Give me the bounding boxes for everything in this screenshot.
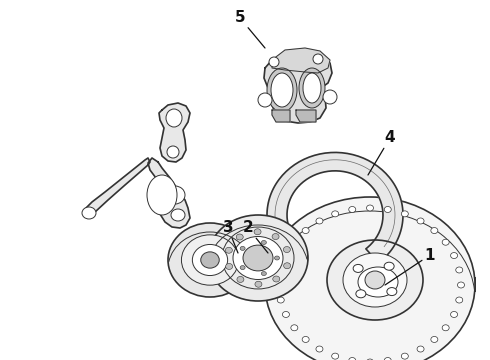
Ellipse shape [401, 353, 408, 359]
Ellipse shape [417, 218, 424, 224]
Ellipse shape [291, 239, 298, 245]
Ellipse shape [165, 186, 185, 204]
Ellipse shape [272, 234, 279, 239]
Polygon shape [85, 158, 150, 218]
Ellipse shape [458, 282, 465, 288]
Ellipse shape [358, 267, 398, 297]
Ellipse shape [401, 211, 408, 217]
Ellipse shape [167, 146, 179, 158]
Ellipse shape [353, 265, 363, 273]
Ellipse shape [367, 205, 373, 211]
Ellipse shape [451, 311, 458, 318]
Ellipse shape [356, 290, 366, 298]
Ellipse shape [277, 297, 284, 303]
Ellipse shape [258, 93, 272, 107]
Ellipse shape [316, 218, 323, 224]
Ellipse shape [456, 297, 463, 303]
Polygon shape [264, 53, 332, 123]
Ellipse shape [271, 73, 293, 107]
Text: 2: 2 [243, 220, 268, 253]
Ellipse shape [387, 288, 397, 296]
Ellipse shape [302, 228, 309, 234]
Polygon shape [296, 110, 316, 122]
Ellipse shape [343, 253, 407, 307]
Ellipse shape [208, 215, 308, 301]
Ellipse shape [240, 246, 245, 251]
Ellipse shape [275, 282, 283, 288]
Text: 1: 1 [385, 248, 435, 285]
Ellipse shape [384, 357, 391, 360]
Ellipse shape [442, 325, 449, 331]
Ellipse shape [349, 357, 356, 360]
Ellipse shape [82, 207, 96, 219]
Ellipse shape [193, 244, 228, 275]
Ellipse shape [456, 267, 463, 273]
Ellipse shape [166, 109, 182, 127]
Ellipse shape [236, 234, 243, 240]
Ellipse shape [269, 57, 279, 67]
Ellipse shape [384, 262, 394, 270]
Ellipse shape [283, 247, 291, 253]
Ellipse shape [277, 267, 284, 273]
Ellipse shape [273, 276, 280, 282]
Ellipse shape [332, 353, 339, 359]
Ellipse shape [431, 337, 438, 342]
Ellipse shape [147, 175, 177, 215]
Ellipse shape [367, 359, 373, 360]
Ellipse shape [255, 281, 262, 287]
Ellipse shape [171, 209, 185, 221]
Polygon shape [272, 48, 330, 73]
Ellipse shape [327, 240, 423, 320]
Ellipse shape [240, 266, 245, 270]
Text: 4: 4 [368, 130, 395, 175]
Ellipse shape [365, 271, 385, 289]
Ellipse shape [274, 256, 279, 260]
Ellipse shape [225, 264, 233, 269]
Ellipse shape [451, 252, 458, 258]
Ellipse shape [302, 337, 309, 342]
Ellipse shape [384, 207, 391, 212]
Ellipse shape [261, 271, 267, 275]
Ellipse shape [282, 252, 290, 258]
Ellipse shape [284, 263, 291, 269]
Polygon shape [267, 152, 403, 263]
Ellipse shape [254, 229, 261, 235]
Ellipse shape [442, 239, 449, 245]
Polygon shape [148, 158, 190, 228]
Ellipse shape [316, 346, 323, 352]
Ellipse shape [282, 311, 290, 318]
Ellipse shape [225, 247, 232, 253]
Ellipse shape [295, 251, 303, 259]
Ellipse shape [265, 197, 475, 360]
Ellipse shape [181, 235, 239, 285]
Ellipse shape [168, 223, 252, 297]
Text: 3: 3 [222, 220, 238, 253]
Ellipse shape [291, 325, 298, 331]
Polygon shape [272, 110, 290, 122]
Ellipse shape [201, 252, 219, 268]
Ellipse shape [349, 207, 356, 212]
Ellipse shape [303, 73, 321, 103]
Ellipse shape [233, 237, 283, 279]
Text: 5: 5 [235, 10, 265, 48]
Ellipse shape [243, 245, 273, 271]
Ellipse shape [417, 346, 424, 352]
Ellipse shape [323, 90, 337, 104]
Polygon shape [159, 103, 190, 162]
Ellipse shape [313, 54, 323, 64]
Ellipse shape [267, 68, 297, 112]
Ellipse shape [332, 211, 339, 217]
Ellipse shape [299, 68, 325, 108]
Ellipse shape [261, 240, 267, 244]
Ellipse shape [237, 276, 244, 283]
Ellipse shape [431, 228, 438, 234]
